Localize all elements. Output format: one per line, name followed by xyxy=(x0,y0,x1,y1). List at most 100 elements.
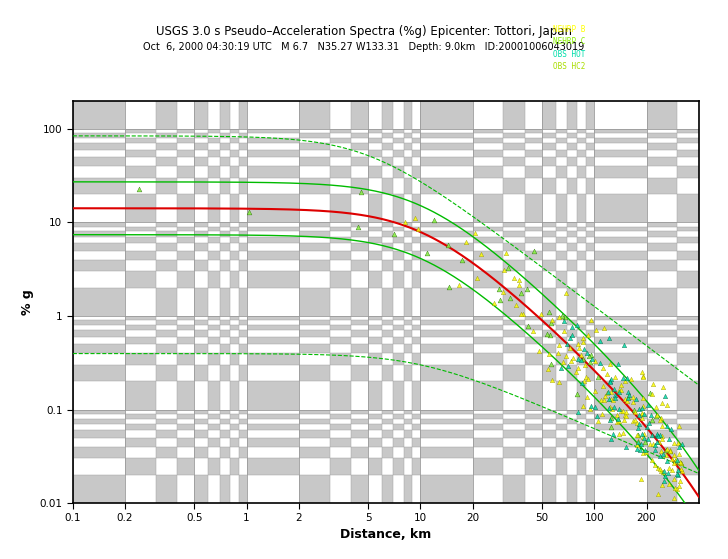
Point xyxy=(543,307,555,316)
Point xyxy=(676,466,687,475)
Text: NEHRP B: NEHRP B xyxy=(553,25,585,34)
Point xyxy=(564,343,576,352)
Point xyxy=(590,325,602,334)
Point xyxy=(632,431,644,440)
Point xyxy=(665,446,676,454)
Point xyxy=(535,310,547,319)
Point xyxy=(617,406,629,415)
Point xyxy=(572,407,584,416)
Point xyxy=(589,402,601,411)
Point xyxy=(571,320,582,329)
Text: NEHRP C: NEHRP C xyxy=(553,37,585,46)
Point xyxy=(636,368,648,377)
Point xyxy=(591,411,603,420)
Point xyxy=(388,229,400,238)
Point xyxy=(471,273,483,282)
Point xyxy=(566,323,578,331)
Point xyxy=(604,378,616,387)
Point xyxy=(665,446,676,455)
Point xyxy=(605,395,617,404)
Point xyxy=(554,377,566,386)
Point xyxy=(527,326,539,335)
Point xyxy=(633,419,645,428)
Point xyxy=(661,445,673,454)
Point xyxy=(589,387,601,396)
Point xyxy=(561,340,573,349)
Point xyxy=(583,352,595,361)
Point xyxy=(575,356,587,365)
Point xyxy=(663,479,675,488)
Point xyxy=(636,439,647,448)
Point xyxy=(668,439,680,448)
Point xyxy=(673,449,684,458)
Point xyxy=(604,395,615,404)
Point xyxy=(502,263,514,272)
Point xyxy=(577,378,588,387)
Point xyxy=(633,410,645,419)
Point xyxy=(594,358,606,367)
Point xyxy=(518,309,529,318)
Point xyxy=(631,444,643,453)
Point xyxy=(604,416,615,425)
Point xyxy=(555,363,567,372)
Point xyxy=(674,477,686,486)
Point xyxy=(643,401,654,410)
Point xyxy=(566,330,577,339)
Point xyxy=(592,416,604,425)
Point xyxy=(409,214,421,222)
Point xyxy=(629,407,641,416)
Point xyxy=(494,295,506,304)
Point xyxy=(662,400,673,409)
Point xyxy=(627,416,638,425)
Point xyxy=(510,301,522,310)
Point xyxy=(669,484,681,493)
Point xyxy=(654,438,665,447)
Point xyxy=(663,435,675,444)
Point xyxy=(659,467,670,476)
Point xyxy=(522,321,534,330)
Point xyxy=(628,405,639,414)
Point xyxy=(508,274,520,283)
Point xyxy=(456,256,468,265)
Point xyxy=(660,445,672,454)
Point xyxy=(352,223,363,232)
Point xyxy=(660,451,672,459)
Point xyxy=(632,423,644,432)
Point xyxy=(637,433,649,442)
Point xyxy=(657,467,669,476)
Point xyxy=(542,364,554,373)
Point xyxy=(643,434,654,443)
Point xyxy=(676,458,687,467)
Point xyxy=(575,351,587,360)
Point xyxy=(577,401,589,410)
Point xyxy=(499,266,510,274)
Point xyxy=(545,330,556,339)
Point xyxy=(620,411,631,420)
Point xyxy=(561,351,572,360)
Point xyxy=(657,383,669,392)
Point xyxy=(558,317,570,326)
Point xyxy=(654,465,665,473)
Point xyxy=(656,399,668,408)
Point xyxy=(676,459,687,468)
Point xyxy=(603,404,614,413)
Point xyxy=(625,375,637,383)
Point xyxy=(660,392,671,401)
Point xyxy=(574,343,585,352)
Point xyxy=(638,429,649,438)
Point xyxy=(617,373,629,382)
Point xyxy=(412,225,424,234)
Point xyxy=(568,353,579,362)
Point xyxy=(644,439,655,448)
Point xyxy=(631,418,643,427)
Point xyxy=(453,281,464,290)
Point xyxy=(668,475,680,484)
Point xyxy=(572,364,584,373)
Point xyxy=(638,433,649,442)
Point xyxy=(636,409,648,418)
Point xyxy=(645,410,657,419)
Point xyxy=(604,359,616,368)
Point xyxy=(664,446,676,455)
Point xyxy=(646,390,657,399)
Point xyxy=(615,407,627,416)
